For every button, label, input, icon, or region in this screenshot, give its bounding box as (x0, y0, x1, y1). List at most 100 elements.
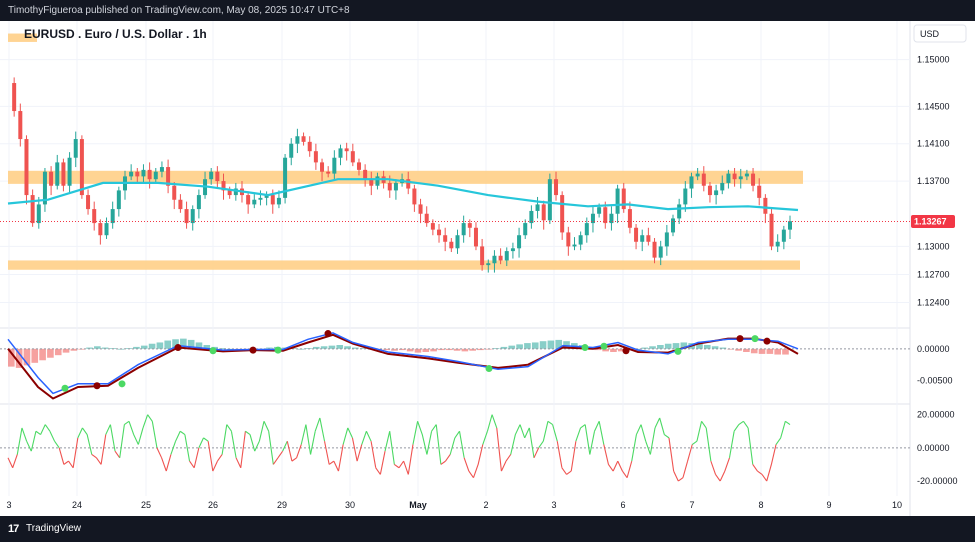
oscillator-segment (356, 444, 363, 462)
chart-canvas[interactable]: EURUSD . Euro / U.S. Dollar . 1h USD 1.1… (0, 21, 975, 516)
histogram-bar (399, 348, 406, 351)
oscillator-segment (728, 431, 735, 458)
oscillator-segment (580, 424, 586, 429)
oscillator-segment (323, 441, 330, 465)
oscillator-segment (598, 421, 605, 445)
cross-dot (763, 337, 771, 345)
oscillator-segment (626, 460, 633, 478)
candle-body (652, 241, 657, 258)
histogram-bar (344, 346, 351, 349)
histogram-bar (563, 341, 570, 349)
candle-body (658, 246, 663, 258)
cross-dot (674, 347, 682, 355)
candle-body (473, 227, 478, 247)
oscillator-segment (449, 437, 456, 455)
candle-body (320, 162, 325, 172)
histogram-bar (602, 348, 609, 352)
histogram-bar (94, 346, 101, 349)
brand-name[interactable]: TradingView (26, 523, 82, 534)
candle-body (671, 218, 676, 233)
price-tick-label: 1.13000 (917, 241, 950, 251)
moving-average-line (7, 178, 799, 212)
candle-body (615, 188, 620, 214)
oscillator-axis: 20.00000 0.00000 -20.00000 (917, 410, 958, 486)
candle-body (209, 171, 214, 180)
histogram-bar (445, 348, 453, 351)
oscillator-segment (398, 460, 405, 469)
oscillator-segment (361, 431, 367, 445)
histogram-bar (219, 348, 226, 349)
histogram-bar (320, 346, 328, 349)
candle-body (49, 171, 54, 186)
histogram-bar (31, 348, 39, 363)
oscillator-segment (603, 444, 609, 465)
oscillator-segment (72, 437, 79, 468)
oscillator-segment (128, 421, 135, 435)
candle-body (301, 136, 306, 142)
candle-body (264, 195, 269, 198)
oscillator-segment (384, 431, 391, 452)
candle-body (196, 195, 201, 210)
oscillator-segment (291, 457, 297, 462)
oscillator-segment (738, 420, 744, 426)
candle-body (689, 176, 694, 189)
oscillator-segment (757, 470, 763, 475)
candle-body (166, 167, 171, 186)
candle-body (627, 209, 632, 228)
oscillator-segment (682, 460, 689, 478)
candle-body (135, 171, 140, 177)
oscillator-segment (435, 424, 442, 465)
price-axis[interactable]: 1.15000 1.14500 1.14100 1.13700 1.13000 1.127… (917, 55, 950, 308)
cross-dot (581, 344, 589, 352)
oscillator-segment (379, 451, 386, 475)
oscillator-segment (733, 424, 740, 432)
candle-body (141, 169, 146, 177)
oscillator-segment (77, 427, 83, 439)
price-axis-background (910, 21, 975, 516)
histogram-bar (774, 348, 781, 355)
oscillator-segment (486, 414, 493, 432)
histogram-bar (672, 343, 680, 349)
oscillator-segment (133, 434, 139, 445)
candle-body (387, 182, 392, 191)
oscillator-segment (203, 437, 209, 442)
oscillator-segment (668, 437, 675, 472)
oscillator-segment (54, 440, 60, 449)
candle-body (227, 190, 232, 196)
histogram-bar (391, 348, 398, 351)
oscillator-segment (86, 434, 93, 455)
time-tick-label: 25 (141, 500, 151, 510)
histogram-bar (54, 348, 62, 356)
oscillator-segment (314, 417, 321, 432)
oscillator-segment (472, 464, 479, 478)
histogram-bar (516, 344, 523, 349)
candle-body (744, 173, 749, 177)
oscillator-segment (673, 470, 679, 482)
candle-body (406, 179, 411, 189)
oscillator-segment (500, 460, 507, 472)
candle-body (184, 209, 189, 224)
tradingview-logo-icon[interactable]: 17 (8, 523, 19, 535)
candle-body (159, 167, 164, 172)
candle-body (566, 232, 571, 247)
histogram-bar (758, 348, 766, 354)
oscillator-segment (226, 424, 232, 432)
candle-body (67, 157, 72, 186)
price-tick-label: 1.12700 (917, 269, 950, 279)
oscillator-segment (775, 437, 782, 445)
histogram-bar (664, 343, 672, 349)
histogram-bar (453, 348, 461, 351)
candle-body (307, 141, 312, 152)
oscillator-segment (365, 431, 372, 442)
oscillator-segment (412, 421, 419, 445)
histogram-bar (62, 348, 70, 353)
time-axis[interactable]: 3 24 25 26 29 30 May 2 3 6 7 8 9 10 (6, 500, 902, 510)
oscillator-segment (58, 447, 65, 465)
oscillator-segment (109, 424, 116, 452)
oscillator-segment (156, 447, 163, 459)
histogram-bar (727, 348, 735, 350)
currency-box[interactable] (913, 24, 967, 43)
oscillator-segment (21, 427, 28, 442)
histogram-bar (539, 341, 547, 349)
candle-body (172, 185, 177, 200)
